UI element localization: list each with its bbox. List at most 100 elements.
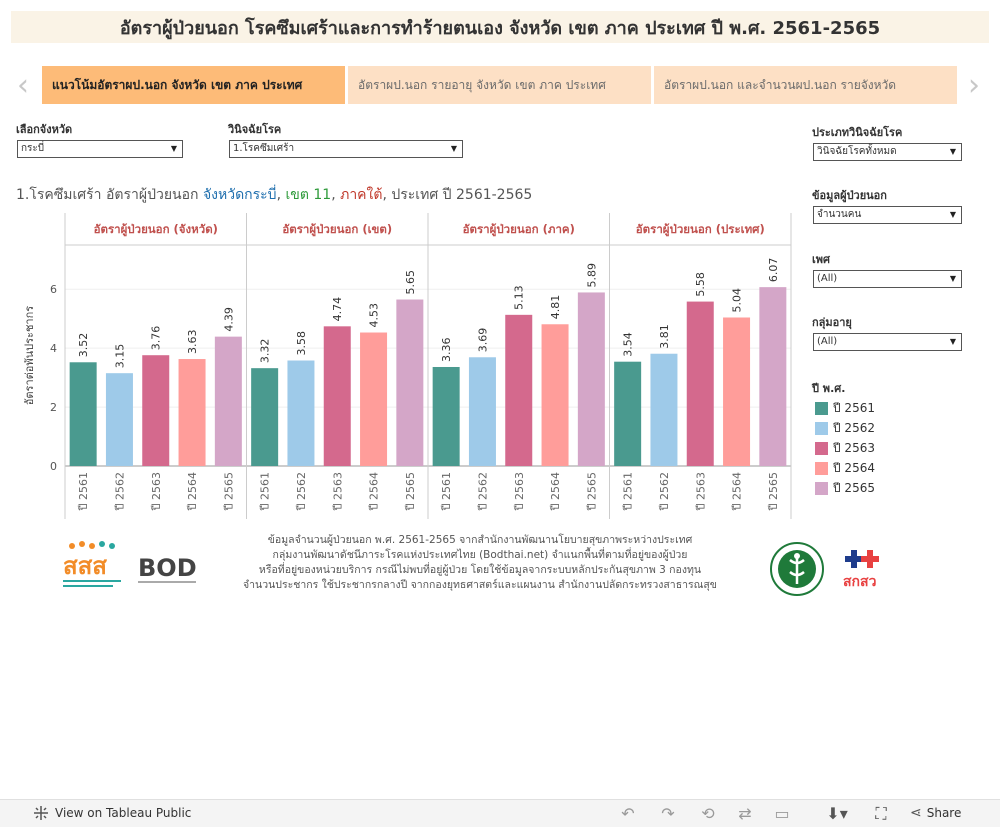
note-line-1: ข้อมูลจำนวนผู้ป่วยนอก พ.ศ. 2561-2565 จาก… xyxy=(267,534,693,546)
bar xyxy=(323,326,351,466)
bar-value-label: 3.15 xyxy=(113,344,126,369)
diag-type-select[interactable]: วินิจฉัยโรคทั้งหมด ▼ xyxy=(813,143,962,161)
diagnosis-select[interactable]: 1.โรคซึมเศร้า ▼ xyxy=(229,140,463,158)
subtitle-province: จังหวัดกระบี่ xyxy=(202,187,277,203)
legend-item[interactable]: ปี 2563 xyxy=(815,441,875,455)
revert-icon[interactable]: ⟲ xyxy=(701,804,715,823)
bar-value-label: 5.13 xyxy=(513,285,526,310)
age-group-select[interactable]: (All) ▼ xyxy=(813,333,962,351)
chevron-down-icon: ▼ xyxy=(949,337,956,346)
chevron-down-icon: ▼ xyxy=(170,144,177,153)
x-tick-label: ปี 2561 xyxy=(259,472,272,512)
subtitle-part2: , ประเทศ ปี 2561-2565 xyxy=(382,187,533,203)
x-tick-label: ปี 2563 xyxy=(513,472,526,512)
bar-value-label: 3.32 xyxy=(259,339,272,364)
legend-title: ปี พ.ศ. xyxy=(812,382,846,395)
x-tick-label: ปี 2565 xyxy=(404,472,417,512)
y-axis-label: อัตราต่อพันประชากร xyxy=(23,306,36,405)
view-on-tableau-link[interactable]: View on Tableau Public xyxy=(33,805,191,821)
nhso-logo-text: สกสว xyxy=(843,574,877,590)
sex-select[interactable]: (All) ▼ xyxy=(813,270,962,288)
legend-swatch xyxy=(815,421,828,435)
fullscreen-icon[interactable]: ⛶ xyxy=(875,804,887,823)
x-tick-label: ปี 2561 xyxy=(440,472,453,512)
opd-data-select-value: จำนวนคน xyxy=(817,209,862,220)
bar xyxy=(686,301,714,466)
redo-icon[interactable]: ↷ xyxy=(661,804,675,823)
tabs-prev-arrow-icon[interactable]: ‹ xyxy=(17,68,29,103)
province-filter-label: เลือกจังหวัด xyxy=(16,123,73,136)
note-line-2: กลุ่มงานพัฒนาดัชนีภาระโรคแห่งประเทศไทย (… xyxy=(272,549,688,561)
tableau-toolbar: View on Tableau Public ↶ ↷ ⟲ ⇄ ▭ ⬇▾ ⛶ ⋖ … xyxy=(0,799,1000,827)
legend-item[interactable]: ปี 2564 xyxy=(815,461,875,475)
x-tick-label: ปี 2563 xyxy=(150,472,163,512)
legend-label: ปี 2561 xyxy=(833,400,875,415)
x-tick-label: ปี 2562 xyxy=(476,472,489,512)
panel-header: อัตราผู้ป่วยนอก (ประเทศ) xyxy=(636,222,765,237)
y-tick-label: 6 xyxy=(50,283,57,296)
legend-label: ปี 2564 xyxy=(833,460,875,475)
subtitle-zone: เขต 11 xyxy=(285,187,332,203)
sex-filter-label: เพศ xyxy=(812,253,830,266)
bar xyxy=(214,336,242,466)
undo-icon[interactable]: ↶ xyxy=(621,804,635,823)
bar xyxy=(505,314,533,466)
chevron-down-icon: ▼ xyxy=(949,210,956,219)
share-button[interactable]: ⋖ Share xyxy=(910,805,961,821)
tab-by-age[interactable]: อัตราผป.นอก รายอายุ จังหวัด เขต ภาค ประเ… xyxy=(348,66,651,104)
bar xyxy=(287,360,315,466)
legend-label: ปี 2562 xyxy=(833,420,875,435)
opd-data-filter-label: ข้อมูลผู้ป่วยนอก xyxy=(812,189,887,202)
bar xyxy=(541,324,569,466)
bar-value-label: 3.54 xyxy=(622,332,635,357)
bar xyxy=(614,361,642,466)
bar xyxy=(759,287,787,466)
bar-value-label: 3.36 xyxy=(440,337,453,362)
chevron-down-icon: ▼ xyxy=(949,274,956,283)
province-select-value: กระบี่ xyxy=(21,143,45,154)
bod-logo-text: BOD xyxy=(138,554,197,582)
sex-select-value: (All) xyxy=(817,273,838,284)
thaihealth-logo: สสส xyxy=(63,541,121,587)
bar-value-label: 3.63 xyxy=(186,330,199,355)
legend-item[interactable]: ปี 2561 xyxy=(815,401,875,415)
x-tick-label: ปี 2563 xyxy=(331,472,344,512)
bar-value-label: 4.53 xyxy=(368,303,381,328)
legend-swatch xyxy=(815,401,828,415)
bar-value-label: 3.69 xyxy=(476,328,489,353)
bar xyxy=(360,332,388,466)
province-select[interactable]: กระบี่ ▼ xyxy=(17,140,183,158)
x-tick-label: ปี 2562 xyxy=(113,472,126,512)
sss-logo-text: สสส xyxy=(63,552,107,580)
opd-data-select[interactable]: จำนวนคน ▼ xyxy=(813,206,962,224)
bar xyxy=(468,357,496,466)
bod-logo: BOD xyxy=(138,554,197,583)
bar-chart: อัตราต่อพันประชากร 0 2 4 6 อัตราผู้ป่วยนอก (จ… xyxy=(23,213,792,519)
bar xyxy=(105,373,133,466)
x-tick-label: ปี 2565 xyxy=(767,472,780,512)
pause-icon[interactable]: ▭ xyxy=(774,804,790,823)
nhso-logo: สกสว xyxy=(843,550,879,590)
tab-trend[interactable]: แนวโน้มอัตราผป.นอก จังหวัด เขต ภาค ประเท… xyxy=(42,66,345,104)
bar xyxy=(142,355,170,466)
legend-item[interactable]: ปี 2562 xyxy=(815,421,875,435)
x-tick-label: ปี 2561 xyxy=(622,472,635,512)
bar-value-label: 6.07 xyxy=(767,258,780,283)
bar-value-label: 5.89 xyxy=(585,263,598,288)
x-tick-label: ปี 2564 xyxy=(731,472,744,512)
bar xyxy=(396,299,424,466)
download-icon[interactable]: ⬇▾ xyxy=(826,804,848,823)
refresh-icon[interactable]: ⇄ xyxy=(738,804,752,823)
subtitle-sep1: , xyxy=(276,187,286,203)
legend-item[interactable]: ปี 2565 xyxy=(815,481,875,495)
tabs-next-arrow-icon[interactable]: › xyxy=(968,68,980,103)
bar xyxy=(650,353,678,466)
tab-by-province[interactable]: อัตราผป.นอก และจำนวนผป.นอก รายจังหวัด xyxy=(654,66,957,104)
tableau-logo-icon xyxy=(34,806,48,820)
bar-value-label: 3.52 xyxy=(77,333,90,358)
legend-swatch xyxy=(815,461,828,475)
legend-swatch xyxy=(815,481,828,495)
y-tick-label: 4 xyxy=(50,342,57,355)
bar xyxy=(69,362,97,466)
